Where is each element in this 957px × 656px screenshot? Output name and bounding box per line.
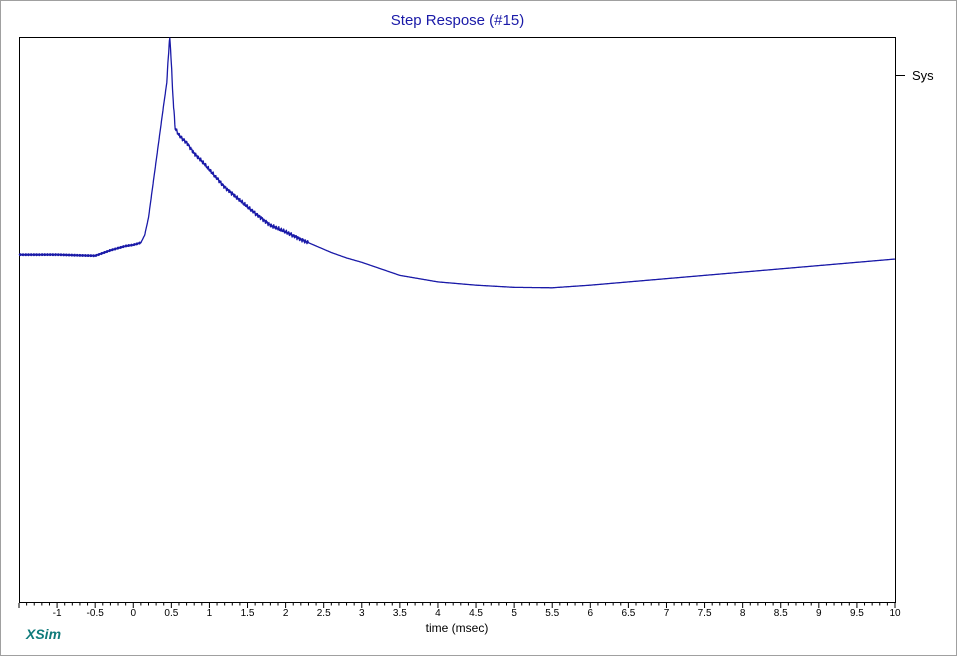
x-tick-label: 8 — [740, 608, 746, 619]
x-tick-label: -0.5 — [87, 608, 105, 619]
x-axis-label: time (msec) — [425, 621, 489, 635]
x-tick-label: 0 — [130, 608, 136, 619]
plot-area-frame — [19, 37, 896, 603]
x-tick-label: 4.5 — [469, 608, 483, 619]
x-tick-label: 5 — [511, 608, 517, 619]
x-tick-label: 7.5 — [698, 608, 712, 619]
x-tick-label: 4 — [435, 608, 441, 619]
series-line-0 — [18, 37, 896, 289]
x-tick-label: 9.5 — [850, 608, 864, 619]
x-axis-ticks: -1 -0.5 0 0.5 1 1.5 2 2.5 3 3.5 4 4.5 5 5.5 6 6.5 7 7.5 8 8… — [18, 603, 901, 619]
x-tick-label: 6 — [588, 608, 594, 619]
x-tick-label: 2 — [283, 608, 289, 619]
x-tick-label: 9 — [816, 608, 822, 619]
x-tick-label: 1.5 — [241, 608, 255, 619]
x-tick-label: 7 — [664, 608, 670, 619]
x-tick-label: 2.5 — [317, 608, 331, 619]
series-group — [18, 37, 896, 289]
x-tick-label: 6.5 — [621, 608, 635, 619]
chart-title: Step Respose (#15) — [390, 12, 525, 29]
x-tick-label: 1 — [207, 608, 213, 619]
x-tick-label: -1 — [53, 608, 62, 619]
x-tick-label: 8.5 — [774, 608, 788, 619]
x-tick-label: 3 — [359, 608, 365, 619]
x-tick-label: 10 — [889, 608, 901, 619]
x-tick-label: 5.5 — [545, 608, 559, 619]
x-tick-label: 0.5 — [164, 608, 178, 619]
xsim-logo: XSim — [26, 626, 62, 642]
x-tick-label: 3.5 — [393, 608, 407, 619]
legend-entry-sys: Sys — [912, 68, 934, 83]
